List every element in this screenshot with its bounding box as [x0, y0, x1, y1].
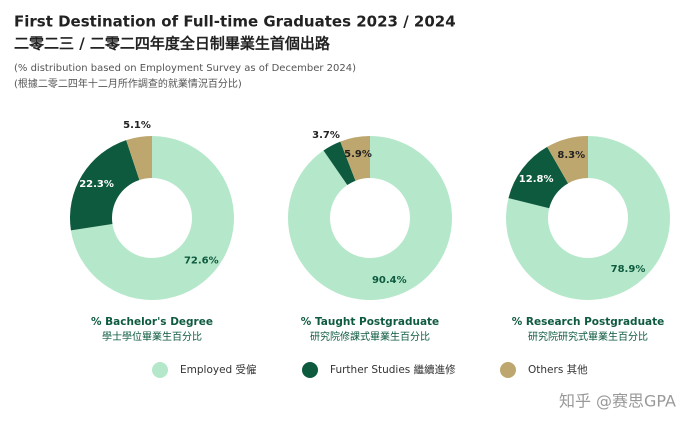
legend-swatch [500, 362, 516, 378]
value-label: 5.9% [344, 149, 372, 160]
donut-segment [70, 140, 140, 231]
donut-segment [70, 136, 234, 300]
legend-label: Further Studies 繼續進修 [330, 363, 456, 376]
legend-swatch [302, 362, 318, 378]
value-label: 78.9% [611, 264, 646, 275]
title: First Destination of Full-time Graduates… [14, 13, 456, 31]
chart-title: % Bachelor's Degree [91, 316, 213, 328]
value-label: 72.6% [184, 255, 219, 266]
legend-label: Employed 受僱 [180, 363, 257, 376]
chart-subtitle: 研究院研究式畢業生百分比 [528, 330, 648, 343]
value-label: 12.8% [519, 174, 554, 185]
legend-label: Others 其他 [528, 363, 588, 376]
value-label: 5.1% [123, 120, 151, 131]
donut-segment [547, 136, 588, 184]
donut-segment [287, 136, 452, 300]
chart-title: % Research Postgraduate [512, 316, 665, 328]
donut-segment [340, 136, 370, 181]
watermark: 知乎 @赛思GPA [559, 392, 676, 411]
donut-segment [508, 146, 569, 209]
subtitle-zh: (根據二零二四年十二月所作調查的就業情況百分比) [14, 77, 242, 90]
chart-title: % Taught Postgraduate [301, 316, 439, 328]
chart-subtitle: 學士學位畢業生百分比 [102, 330, 202, 343]
value-label: 3.7% [312, 130, 340, 141]
chart-subtitle: 研究院修課式畢業生百分比 [310, 330, 430, 343]
donut-segment [126, 136, 152, 181]
donut-segment [323, 141, 356, 186]
value-label: 8.3% [557, 150, 585, 161]
value-label: 22.3% [79, 179, 114, 190]
donut-segment [505, 136, 670, 300]
title-zh: 二零二三 / 二零二四年度全日制畢業生首個出路 [14, 35, 331, 53]
subtitle: (% distribution based on Employment Surv… [14, 63, 356, 74]
legend-swatch [152, 362, 168, 378]
value-label: 90.4% [372, 275, 407, 286]
